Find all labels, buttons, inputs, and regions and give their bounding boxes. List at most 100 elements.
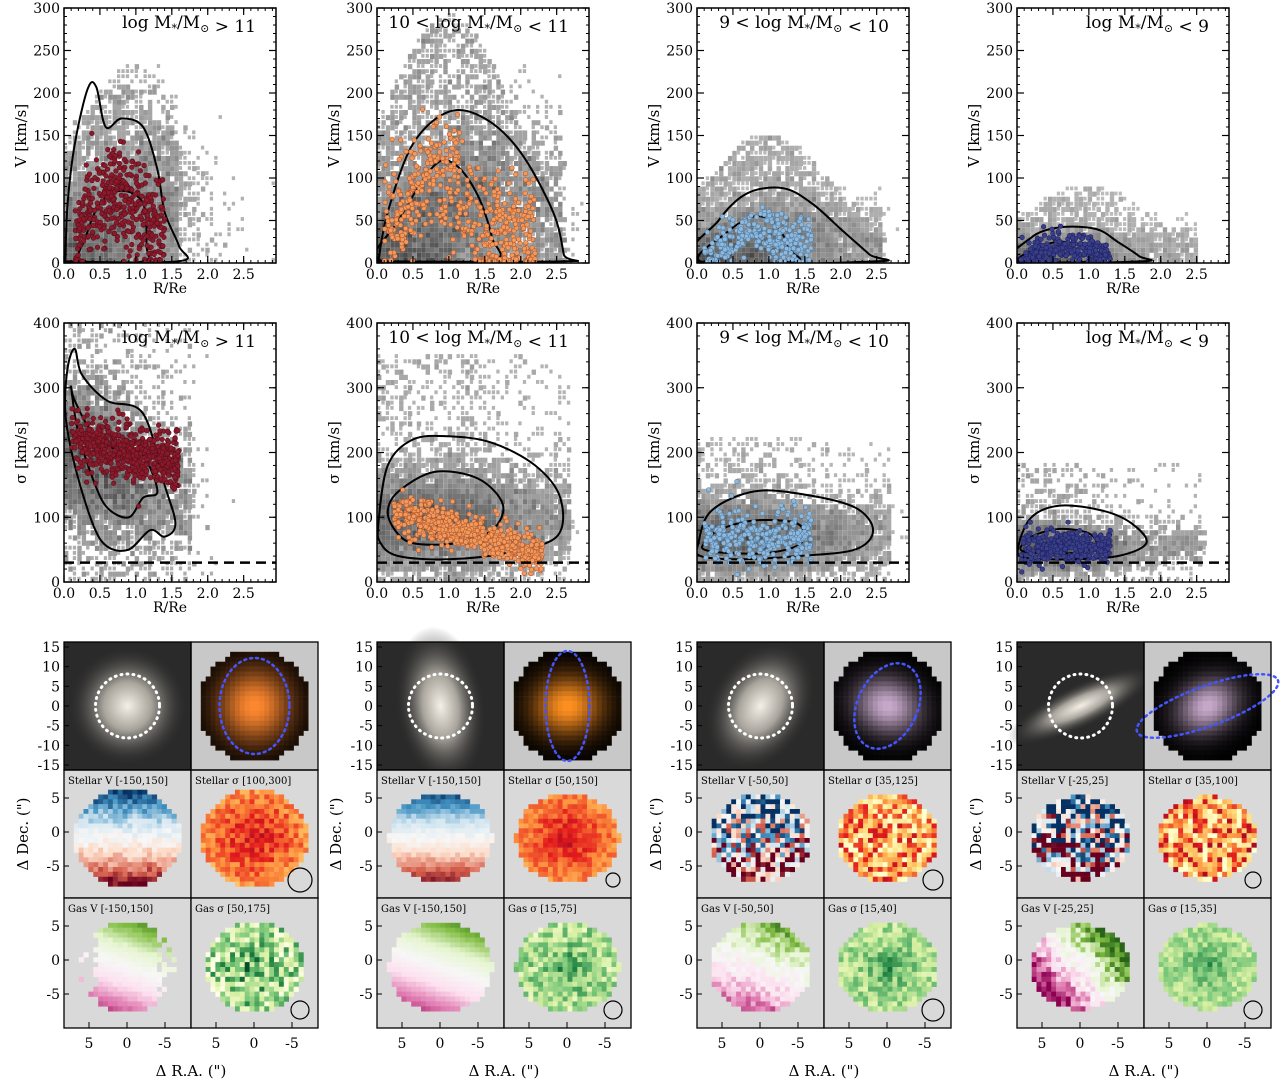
density-cell: [460, 222, 466, 228]
data-point: [506, 206, 512, 213]
density-cell: [434, 48, 439, 54]
density-cell: [416, 191, 422, 197]
density-cell: [64, 161, 69, 167]
density-cell: [394, 196, 400, 202]
density-cell: [465, 247, 470, 253]
density-cell: [416, 176, 422, 182]
density-cell: [873, 191, 877, 196]
density-cell: [803, 212, 808, 218]
density-cell: [178, 232, 183, 237]
density-cell: [196, 237, 200, 242]
density-cell: [421, 130, 425, 135]
data-point: [491, 216, 497, 222]
density-cell: [754, 155, 759, 161]
data-point: [109, 172, 115, 178]
density-cell: [553, 232, 559, 238]
density-cell: [456, 217, 461, 223]
density-cell: [1025, 212, 1031, 218]
density-cell: [99, 150, 104, 156]
density-cell: [1056, 206, 1061, 211]
density-cell: [99, 222, 104, 228]
density-cell: [434, 181, 439, 187]
data-point: [393, 217, 399, 223]
density-cell: [407, 104, 413, 110]
density-cell: [68, 181, 73, 187]
density-cell: [170, 150, 175, 156]
density-cell: [447, 201, 453, 207]
density-cell: [456, 120, 460, 124]
data-point: [806, 216, 812, 222]
density-cell: [549, 227, 554, 233]
density-cell: [438, 28, 443, 33]
density-cell: [170, 191, 175, 197]
density-cell: [531, 227, 536, 233]
density-cell: [183, 232, 187, 237]
data-point: [121, 167, 127, 173]
density-cell: [94, 145, 100, 151]
density-cell: [705, 201, 711, 207]
panel-row1-col3: 0.0 0.5 1.0 1.5 2.0 2.5050100150200250300R/Re…: [645, 1, 910, 297]
data-point: [764, 218, 770, 224]
density-cell: [399, 140, 404, 146]
density-cell: [161, 79, 165, 84]
density-cell: [438, 201, 444, 207]
density-cell: [829, 186, 833, 191]
density-cell: [465, 257, 470, 263]
density-cell: [403, 64, 407, 68]
density-cell: [381, 171, 386, 177]
density-cell: [170, 135, 174, 140]
density-cell: [820, 186, 824, 191]
density-cell: [81, 135, 87, 141]
density-cell: [443, 237, 448, 243]
density-cell: [165, 176, 170, 182]
density-cell: [394, 104, 398, 109]
density-cell: [710, 176, 715, 182]
density-cell: [1052, 217, 1057, 223]
density-cell: [540, 171, 545, 177]
density-cell: [407, 99, 413, 105]
data-point: [401, 213, 407, 219]
density-cell: [540, 257, 544, 262]
density-cell: [860, 227, 865, 233]
density-cell: [571, 222, 575, 226]
density-cell: [522, 130, 528, 136]
density-cell: [117, 99, 122, 105]
density-cell: [377, 181, 382, 187]
density-cell: [377, 227, 382, 233]
density-cell: [829, 242, 834, 248]
density-cell: [108, 247, 113, 253]
density-cell: [165, 166, 170, 172]
density-cell: [103, 176, 109, 182]
density-cell: [139, 110, 144, 116]
density-cell: [544, 135, 549, 140]
density-cell: [187, 191, 191, 196]
y-tick-label: 0: [51, 256, 60, 272]
density-cell: [394, 125, 398, 130]
density-cell: [156, 145, 162, 151]
data-point: [722, 247, 728, 253]
density-cell: [192, 181, 196, 186]
density-cell: [531, 181, 536, 187]
data-point: [140, 237, 146, 243]
density-cell: [112, 227, 117, 233]
data-point: [478, 212, 484, 218]
density-cell: [474, 33, 479, 39]
data-point: [532, 250, 538, 256]
density-cell: [170, 212, 175, 218]
density-cell: [816, 242, 821, 248]
density-cell: [842, 222, 848, 228]
density-cell: [425, 201, 430, 207]
density-cell: [443, 84, 448, 90]
data-point: [496, 212, 503, 218]
density-cell: [549, 212, 554, 218]
density-cell: [434, 33, 438, 38]
density-cell: [540, 237, 545, 243]
density-cell: [152, 161, 157, 167]
density-cell: [544, 242, 549, 247]
density-cell: [487, 125, 492, 131]
density-cell: [549, 176, 553, 181]
density-cell: [134, 110, 138, 114]
density-cell: [754, 140, 759, 146]
density-cell: [465, 140, 470, 146]
density-cell: [117, 196, 122, 202]
